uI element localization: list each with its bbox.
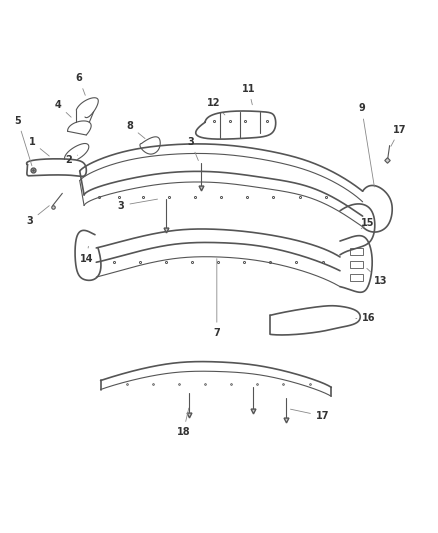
Text: 5: 5 (14, 116, 32, 166)
Bar (350, 274, 364, 281)
Bar (350, 248, 364, 255)
Text: 3: 3 (187, 137, 198, 160)
Text: 2: 2 (65, 155, 78, 165)
Text: 3: 3 (26, 206, 49, 227)
Text: 8: 8 (126, 121, 145, 139)
Text: 1: 1 (28, 137, 49, 156)
Bar (350, 261, 364, 268)
Text: 13: 13 (367, 269, 388, 286)
Text: 9: 9 (358, 103, 374, 187)
Text: 7: 7 (213, 259, 220, 338)
Text: 4: 4 (55, 100, 71, 117)
Text: 14: 14 (80, 246, 93, 263)
Text: 15: 15 (361, 218, 374, 229)
Text: 11: 11 (242, 84, 255, 104)
Text: 17: 17 (391, 125, 406, 147)
Text: 18: 18 (177, 408, 190, 437)
Text: 6: 6 (75, 73, 85, 95)
Text: 12: 12 (207, 98, 225, 115)
Text: 17: 17 (290, 409, 329, 421)
Text: 3: 3 (118, 199, 158, 211)
Text: 16: 16 (356, 313, 376, 324)
